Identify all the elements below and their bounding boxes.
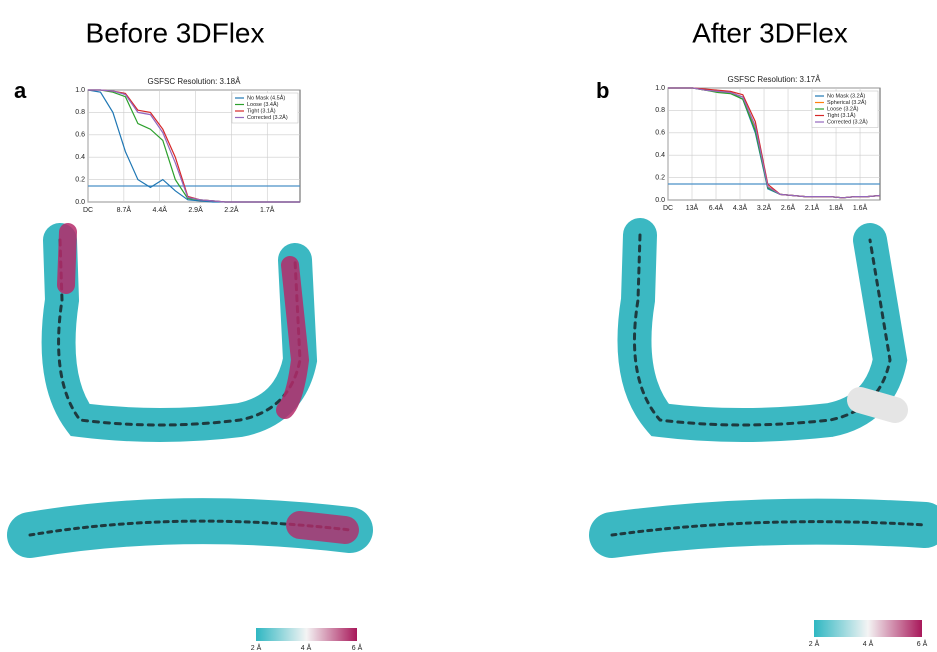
y-tick-label: 0.8	[75, 109, 85, 116]
x-tick-label: 4.3Å	[733, 203, 748, 212]
x-tick-label: DC	[663, 205, 673, 212]
x-tick-label: DC	[83, 207, 93, 214]
panel-heading: Before 3DFlex	[86, 17, 265, 48]
fsc-curve	[88, 89, 300, 203]
chart-title: GSFSC Resolution: 3.17Å	[728, 75, 822, 84]
density-map-after	[589, 218, 937, 558]
x-tick-label: 1.6Å	[853, 203, 868, 212]
y-tick-label: 0.0	[75, 199, 85, 206]
colorbar-label: 2 Å	[809, 639, 820, 648]
chart-title: GSFSC Resolution: 3.18Å	[148, 77, 242, 86]
y-tick-label: 1.0	[655, 85, 665, 92]
y-tick-label: 0.6	[75, 132, 85, 139]
legend-label: No Mask (4.5Å)	[247, 94, 285, 101]
x-tick-label: 1.7Å	[260, 205, 275, 214]
x-tick-label: 13Å	[686, 203, 699, 212]
x-tick-label: 1.8Å	[829, 203, 844, 212]
legend-label: Corrected (3.2Å)	[827, 118, 868, 125]
density-map-before	[7, 223, 373, 558]
y-tick-label: 0.4	[75, 154, 85, 161]
colorbar-label: 2 Å	[251, 643, 262, 652]
colorbar-label: 4 Å	[863, 639, 874, 648]
panel-heading: After 3DFlex	[692, 17, 848, 48]
y-tick-label: 0.4	[655, 152, 665, 159]
panel-letter: a	[14, 78, 27, 103]
legend-label: No Mask (3.2Å)	[827, 92, 865, 99]
colorbar-label: 4 Å	[301, 643, 312, 652]
fsc-curve	[668, 87, 881, 199]
y-tick-label: 0.8	[655, 107, 665, 114]
y-tick-label: 1.0	[75, 87, 85, 94]
y-tick-label: 0.0	[655, 197, 665, 204]
x-tick-label: 4.4Å	[153, 205, 168, 214]
y-tick-label: 0.6	[655, 130, 665, 137]
legend-label: Tight (3.1Å)	[247, 107, 276, 114]
x-tick-label: 6.4Å	[709, 203, 724, 212]
x-tick-label: 8.7Å	[117, 205, 132, 214]
colorbar-label: 6 Å	[917, 639, 928, 648]
y-tick-label: 0.2	[655, 174, 665, 181]
legend-label: Corrected (3.2Å)	[247, 114, 288, 121]
colorbar	[814, 620, 922, 637]
legend-label: Loose (3.4Å)	[247, 101, 279, 108]
legend-label: Tight (3.1Å)	[827, 112, 856, 119]
x-tick-label: 2.1Å	[805, 203, 820, 212]
x-tick-label: 2.9Å	[188, 205, 203, 214]
x-tick-label: 3.2Å	[757, 203, 772, 212]
legend-label: Spherical (3.2Å)	[827, 99, 867, 106]
x-tick-label: 2.6Å	[781, 203, 796, 212]
x-tick-label: 2.2Å	[224, 205, 239, 214]
colorbar	[256, 628, 357, 641]
legend-label: Loose (3.2Å)	[827, 105, 859, 112]
y-tick-label: 0.2	[75, 176, 85, 183]
colorbar-label: 6 Å	[352, 643, 363, 652]
panel-letter: b	[596, 78, 609, 103]
